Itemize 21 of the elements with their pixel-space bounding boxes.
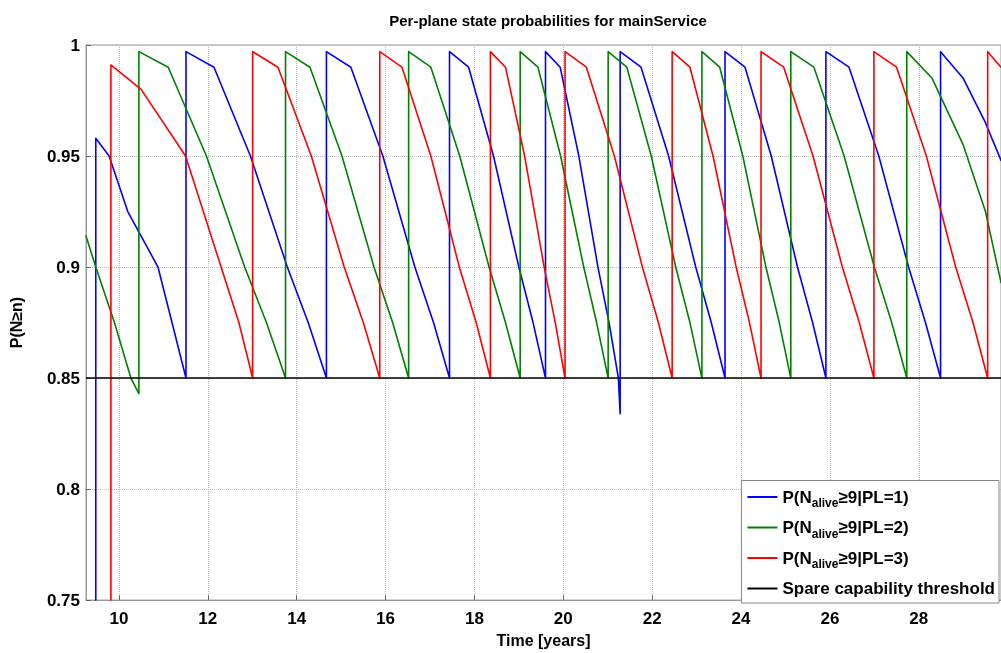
y-tick-label: 0.8 [56, 479, 80, 499]
legend-label: Spare capability threshold [782, 579, 995, 598]
y-tick-label: 0.85 [46, 368, 80, 388]
y-tick-label: 1 [70, 35, 80, 55]
x-tick-label: 12 [198, 609, 218, 629]
y-tick-label: 0.9 [56, 257, 80, 277]
line-series [85, 50, 1001, 395]
chart-title: Per-plane state probabilities for mainService [389, 12, 707, 29]
x-tick-label: 24 [731, 609, 752, 629]
x-tick-label: 14 [287, 609, 307, 629]
x-tick-label: 10 [109, 609, 129, 629]
x-tick-label: 22 [642, 609, 662, 629]
y-tick-label: 0.95 [46, 146, 80, 166]
x-tick-label: 18 [464, 609, 484, 629]
x-tick-label: 26 [820, 609, 840, 629]
x-tick-label: 16 [376, 609, 395, 629]
y-tick-label: 0.75 [46, 590, 80, 610]
x-tick-label: 20 [553, 609, 573, 629]
y-axis-title: P(N≥n) [7, 296, 25, 349]
x-axis-title: Time [years] [496, 631, 591, 649]
x-tick-label: 28 [909, 609, 929, 629]
